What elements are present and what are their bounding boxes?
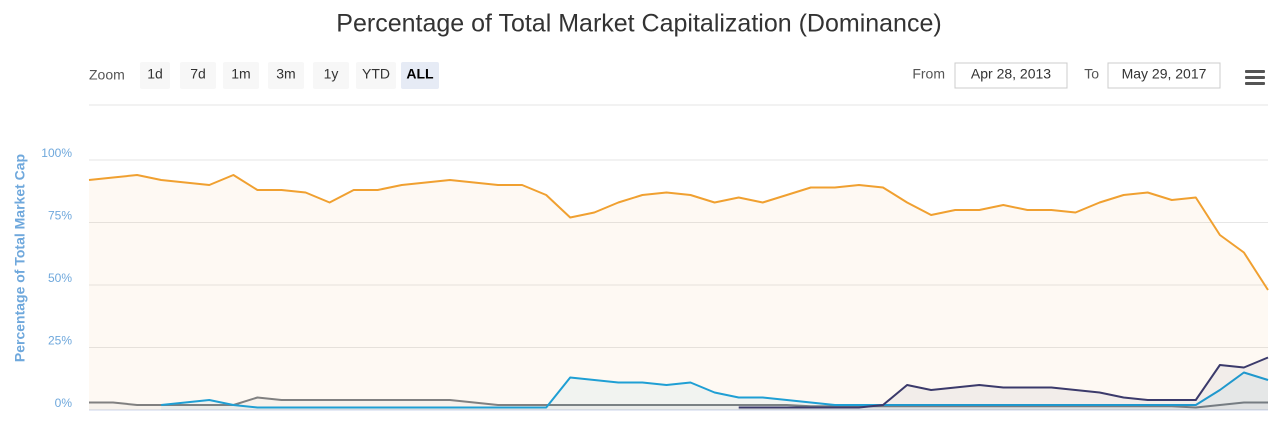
zoom-button[interactable] bbox=[401, 62, 439, 89]
zoom-label: Zoom bbox=[89, 67, 125, 83]
zoom-button[interactable] bbox=[268, 62, 304, 89]
y-axis-title: Percentage of Total Market Cap bbox=[12, 154, 28, 362]
zoom-button-label[interactable]: 7d bbox=[190, 66, 206, 82]
series-line bbox=[89, 396, 1268, 409]
series-line bbox=[738, 356, 1269, 409]
zoom-button[interactable] bbox=[313, 62, 349, 89]
to-date[interactable]: May 29, 2017 bbox=[1122, 66, 1207, 82]
series-line bbox=[161, 371, 1269, 409]
area-fill bbox=[161, 372, 1269, 410]
to-label: To bbox=[1084, 66, 1099, 82]
y-tick-label: 75% bbox=[48, 209, 72, 223]
y-tick-label: 100% bbox=[41, 146, 72, 160]
to-input[interactable] bbox=[1107, 62, 1221, 89]
y-tick-label: 25% bbox=[48, 334, 72, 348]
area-fill bbox=[89, 175, 1268, 410]
zoom-button-label[interactable]: ALL bbox=[406, 66, 434, 82]
chart-title: Percentage of Total Market Capitalizatio… bbox=[336, 10, 941, 38]
from-label: From bbox=[912, 66, 945, 82]
from-date[interactable]: Apr 28, 2013 bbox=[971, 66, 1051, 82]
menu-button[interactable] bbox=[1245, 70, 1265, 85]
zoom-button[interactable] bbox=[223, 62, 259, 89]
area-fill bbox=[738, 357, 1268, 410]
zoom-button[interactable] bbox=[356, 62, 396, 89]
zoom-button-label[interactable]: YTD bbox=[362, 66, 390, 82]
series-line bbox=[88, 174, 1269, 291]
zoom-button[interactable] bbox=[140, 62, 170, 89]
zoom-button-label[interactable]: 1d bbox=[147, 66, 163, 82]
y-tick-label: 50% bbox=[48, 271, 72, 285]
y-tick-label: 0% bbox=[55, 396, 73, 410]
zoom-button-label[interactable]: 3m bbox=[276, 66, 295, 82]
from-input[interactable] bbox=[954, 62, 1068, 89]
zoom-button-label[interactable]: 1m bbox=[231, 66, 250, 82]
zoom-button-label[interactable]: 1y bbox=[324, 66, 339, 82]
zoom-button[interactable] bbox=[180, 62, 216, 89]
